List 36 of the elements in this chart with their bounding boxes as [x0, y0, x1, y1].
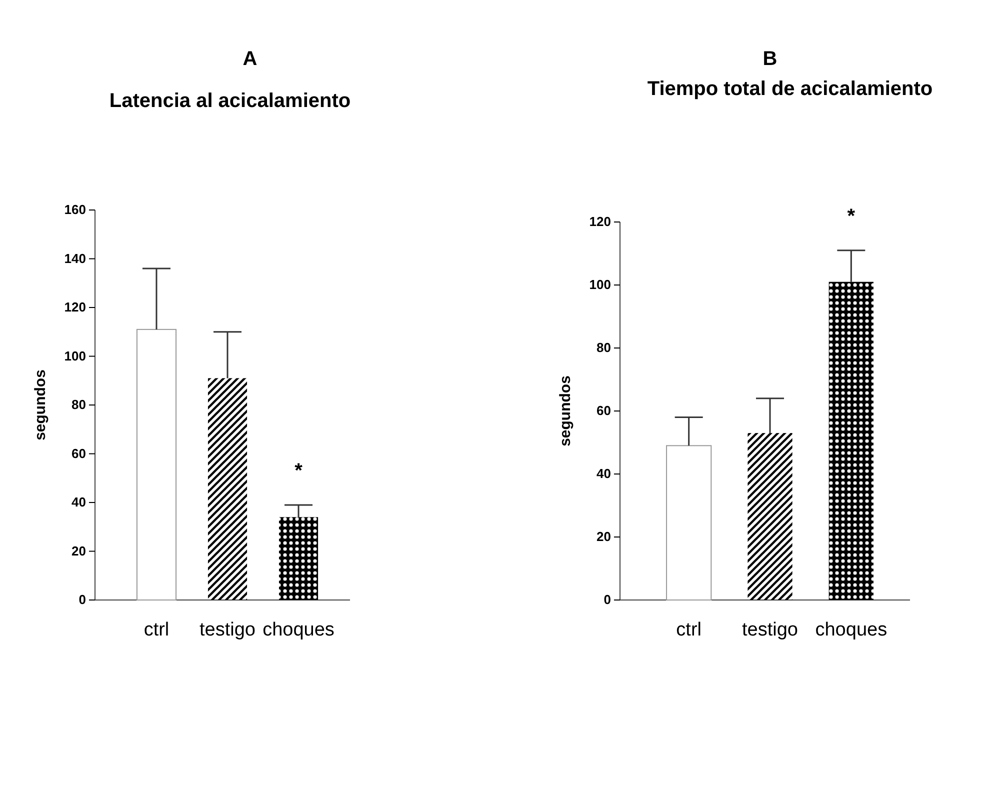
y-tick-label: 0	[78, 592, 86, 608]
y-tick-label: 100	[589, 277, 611, 292]
x-tick-label: ctrl	[144, 619, 170, 640]
y-tick-label: 160	[64, 202, 86, 218]
y-tick-label: 120	[589, 214, 611, 230]
x-tick-label: ctrl	[676, 619, 702, 640]
y-tick-label: 120	[64, 300, 86, 315]
y-tick-label: 80	[596, 340, 611, 356]
y-tick-label: 20	[596, 529, 611, 544]
x-tick-label: choques	[815, 619, 888, 640]
x-tick-label: testigo	[200, 619, 256, 640]
annotation: *	[847, 205, 856, 228]
y-tick-label: 0	[604, 592, 611, 608]
y-axis-title: segundos	[557, 376, 574, 446]
y-tick-label: 80	[72, 397, 86, 412]
chart-title: A	[242, 48, 258, 70]
x-tick-label: testigo	[742, 619, 798, 640]
y-axis-title: segundos	[32, 370, 49, 440]
annotation: *	[294, 460, 303, 482]
bar	[748, 433, 792, 600]
chart-subtitle: Tiempo total de acicalamiento	[647, 78, 933, 100]
chart-title: B	[762, 48, 778, 70]
y-tick-label: 20	[72, 543, 86, 558]
y-tick-label: 40	[72, 494, 86, 510]
bar	[828, 282, 874, 600]
x-tick-label: choques	[262, 619, 334, 640]
bar	[666, 445, 712, 600]
chart-subtitle: Latencia al acicalamiento	[109, 90, 351, 112]
bar	[136, 328, 177, 600]
y-tick-label: 140	[64, 250, 86, 266]
y-tick-label: 40	[596, 466, 611, 482]
y-tick-label: 100	[64, 348, 86, 364]
y-tick-label: 60	[596, 403, 611, 418]
y-tick-label: 60	[72, 446, 86, 461]
bar	[208, 378, 248, 600]
bar	[278, 517, 318, 600]
